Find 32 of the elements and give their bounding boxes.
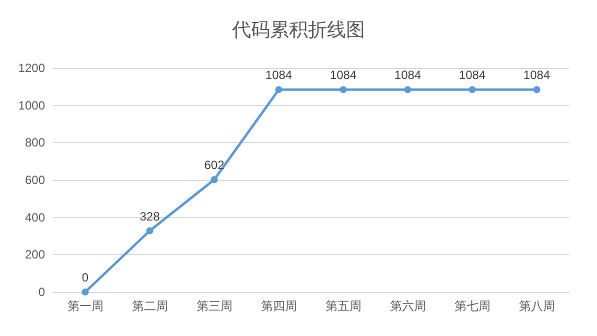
x-tick-label: 第二周	[132, 299, 168, 313]
point	[468, 86, 476, 94]
y-tick-label: 800	[24, 136, 46, 150]
data-label: 602	[204, 158, 225, 172]
data-label: 1084	[265, 68, 292, 82]
data-label: 328	[140, 209, 160, 224]
x-tick-label: 第六周	[390, 299, 426, 313]
x-tick-label: 第三周	[196, 299, 232, 313]
y-tick-label: 1000	[18, 98, 46, 112]
point	[340, 86, 347, 94]
data-label: 1084	[523, 68, 550, 82]
point	[275, 86, 282, 94]
point	[146, 227, 154, 234]
data-label: 0	[82, 270, 89, 284]
x-tick-label: 第一周	[67, 299, 104, 313]
x-tick-label: 第四周	[260, 299, 297, 313]
x-tick-label: 第五周	[325, 299, 362, 313]
point	[82, 288, 89, 296]
y-tick-label: 1200	[18, 61, 46, 75]
data-label: 1084	[394, 68, 422, 82]
y-tick-label: 600	[24, 173, 46, 187]
x-tick-label: 第七周	[454, 299, 490, 313]
y-tick-label: 400	[24, 210, 46, 224]
point	[210, 176, 218, 184]
y-tick-label: 0	[38, 285, 46, 299]
x-tick-label: 第八周	[518, 299, 555, 313]
chart-title: 代码累积折线图	[231, 20, 365, 41]
point	[533, 86, 540, 94]
data-label: 1084	[330, 68, 357, 82]
data-label: 1084	[458, 68, 486, 82]
y-tick-label: 200	[24, 248, 46, 262]
point	[404, 86, 412, 94]
